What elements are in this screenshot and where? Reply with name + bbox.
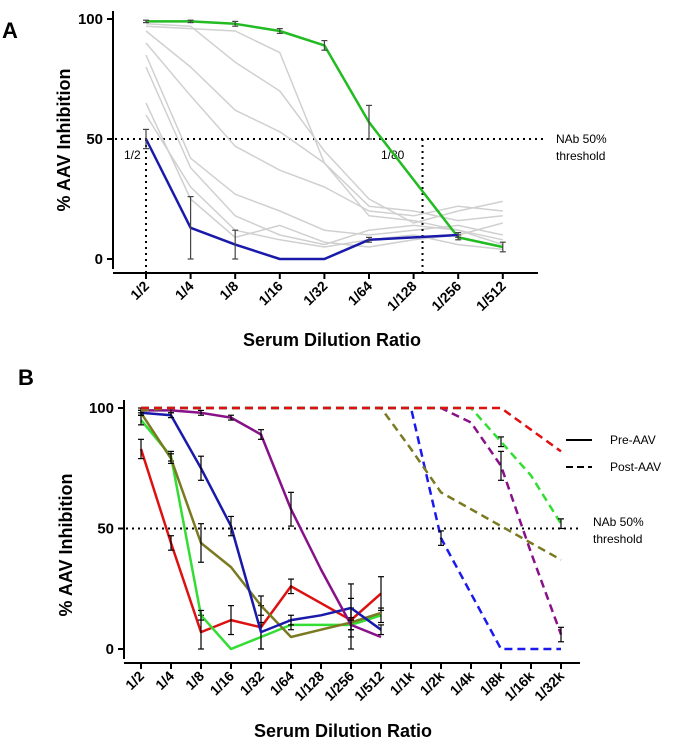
panelB-ytick-label-100: 100 — [89, 400, 114, 417]
panelA-xtick-label-4: 1/32 — [300, 278, 331, 309]
panelB-xtick-label-7: 1/256 — [321, 668, 357, 704]
panelA-xtick-label-6: 1/128 — [384, 278, 420, 314]
panelA-ytick-label-100: 100 — [78, 11, 103, 28]
panelA-xtick-label-0: 1/2 — [127, 278, 152, 303]
panelB-xtick-label-1: 1/4 — [152, 668, 177, 693]
panelA-xtick-label-7: 1/256 — [428, 278, 464, 314]
panel-b-threshold-label-line1: NAb 50% — [593, 515, 644, 529]
panel-b-series-9-line — [141, 406, 562, 453]
panelB-xtick-label-9: 1/1k — [387, 668, 418, 699]
panelB-xtick-label-11: 1/4k — [447, 668, 478, 699]
panel-b-series-3-line — [140, 411, 382, 634]
panel-a-background-series-4-line — [145, 66, 503, 246]
panelA-xtick-label-2: 1/8 — [216, 278, 241, 303]
panelA-xtick-label-8: 1/512 — [473, 278, 509, 314]
legend-pre-aav: Pre-AAV — [610, 433, 656, 447]
panelB-xtick-label-10: 1/2k — [417, 668, 448, 699]
panel-a-x-axis-title: Serum Dilution Ratio — [243, 330, 421, 350]
panelB-xtick-label-2: 1/8 — [182, 668, 207, 693]
panel-a-background-series-1-line — [145, 30, 503, 222]
panelB-xtick-label-14: 1/32k — [531, 668, 567, 704]
panel-a-highlight-series-0-line — [146, 20, 504, 249]
panelA-ytick-label-0: 0 — [95, 251, 103, 268]
panel-b: B % AAV Inhibition Serum Dilution Ratio … — [18, 365, 661, 741]
panel-a-threshold-label-line1: NAb 50% — [556, 132, 607, 146]
panel-a-background-series-7-line — [145, 114, 503, 251]
panel-a-background-series-0-line — [145, 23, 503, 224]
panelA-xtick-label-5: 1/64 — [345, 278, 376, 309]
panelB-xtick-label-3: 1/16 — [207, 668, 238, 699]
panel-a: A % AAV Inhibition Serum Dilution Ratio … — [2, 11, 607, 350]
panelA-xtick-label-1: 1/4 — [172, 278, 197, 303]
panel-a-background-series-2-line — [145, 42, 503, 217]
panel-b-series-8-line — [141, 406, 563, 525]
legend-post-aav: Post-AAV — [610, 460, 661, 474]
panelB-ytick-label-50: 50 — [97, 521, 114, 538]
panel-a-background-series-6-line — [145, 25, 504, 246]
panelB-xtick-label-6: 1/128 — [291, 668, 327, 704]
panel-b-x-axis-title: Serum Dilution Ratio — [254, 721, 432, 741]
panelB-ytick-label-0: 0 — [106, 641, 114, 658]
panel-a-y-axis-title: % AAV Inhibition — [54, 69, 74, 212]
panel-a-highlight-series-1-line — [144, 138, 459, 261]
panelB-xtick-label-4: 1/32 — [237, 668, 268, 699]
panel-b-series-6-line — [140, 406, 562, 561]
panel-a-annotation-1-2: 1/2 — [124, 148, 141, 162]
panelA-xtick-label-3: 1/16 — [255, 278, 286, 309]
panel-b-letter: B — [18, 365, 34, 390]
panel-b-threshold-label-line2: threshold — [593, 532, 642, 546]
panel-a-threshold-label-line2: threshold — [556, 149, 605, 163]
panelA-ytick-label-50: 50 — [86, 131, 103, 148]
panelB-xtick-label-0: 1/2 — [122, 668, 147, 693]
panelB-xtick-label-8: 1/512 — [351, 668, 387, 704]
panel-b-y-axis-title: % AAV Inhibition — [56, 474, 76, 617]
panel-a-letter: A — [2, 18, 18, 43]
panelB-xtick-label-13: 1/16k — [501, 668, 537, 704]
